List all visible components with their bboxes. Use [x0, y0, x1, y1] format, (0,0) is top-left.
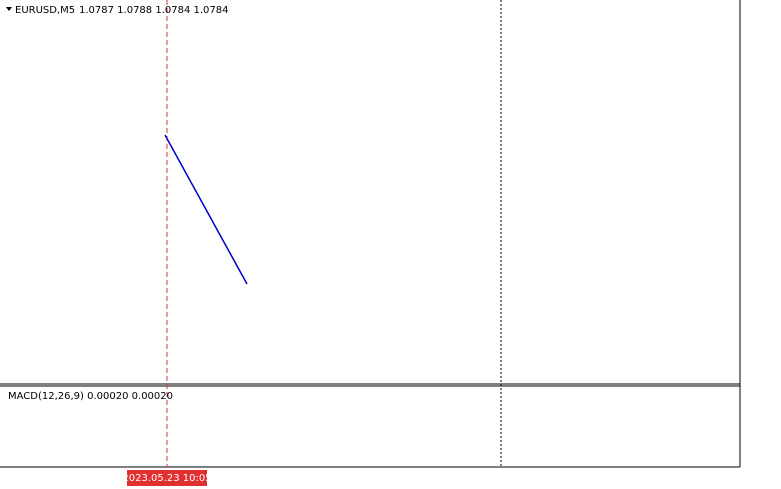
trend-line [164, 134, 248, 285]
symbol-title: EURUSD,M5 [15, 5, 75, 16]
crosshair-time-tag [127, 470, 207, 486]
quote: 1.0787 1.0788 1.0784 1.0784 [79, 5, 229, 16]
symbol-arrow [6, 7, 12, 11]
crosshair-time-label: 2023.05.23 10:05 [122, 473, 211, 484]
macd-title: MACD(12,26,9) 0.00020 0.00020 [8, 391, 173, 402]
